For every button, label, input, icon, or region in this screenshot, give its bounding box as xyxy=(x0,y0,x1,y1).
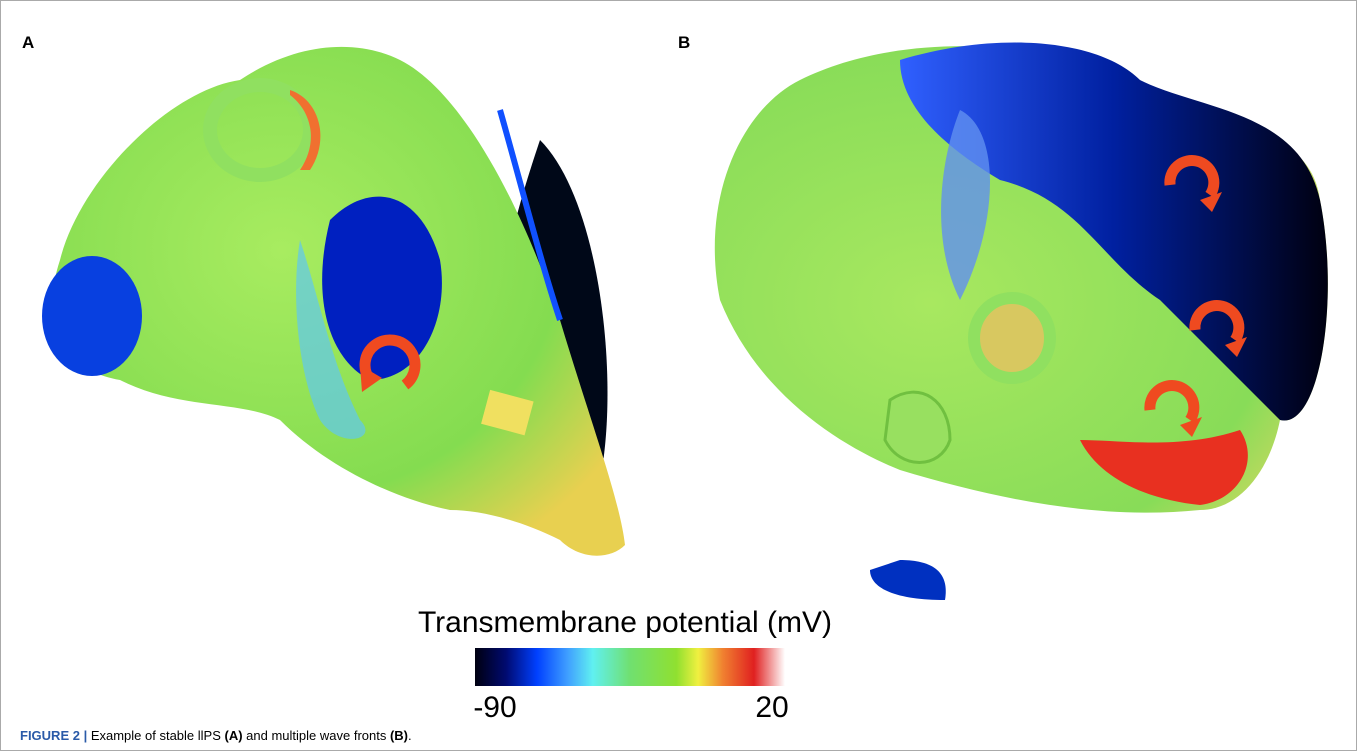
colorbar-tick-label: 20 xyxy=(755,691,788,724)
panel-label: A xyxy=(22,33,34,52)
colorbar-tick-label: -90 xyxy=(473,691,516,724)
heart-a xyxy=(42,47,625,556)
colorbar-ticks: -90 20 xyxy=(473,691,788,724)
panel-label: B xyxy=(678,33,690,52)
caption-label: FIGURE 2 | xyxy=(20,728,87,743)
colorbar-title: Transmembrane potential (mV) xyxy=(418,606,832,639)
caption: FIGURE 2 | Example of stable llPS (A) an… xyxy=(20,728,412,743)
caption-text: . xyxy=(408,728,412,743)
figure: A B Transmembrane potential (mV) -90 20 F… xyxy=(0,0,1358,752)
caption-text: and multiple wave fronts xyxy=(243,728,390,743)
caption-ref: (A) xyxy=(225,728,243,743)
caption-ref: (B) xyxy=(390,728,408,743)
colorbar xyxy=(475,648,785,686)
caption-text: Example of stable llPS xyxy=(87,728,224,743)
